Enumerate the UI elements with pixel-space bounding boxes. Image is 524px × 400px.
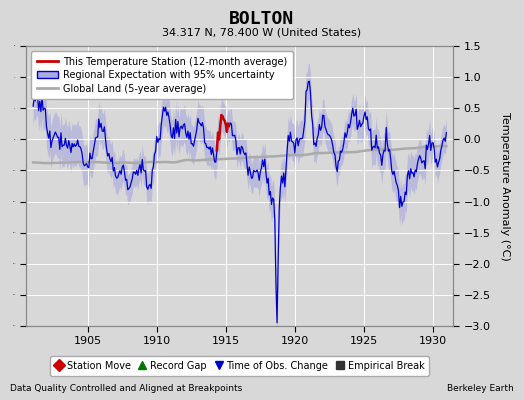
Text: Data Quality Controlled and Aligned at Breakpoints: Data Quality Controlled and Aligned at B…: [10, 384, 243, 393]
Text: Berkeley Earth: Berkeley Earth: [447, 384, 514, 393]
Text: BOLTON: BOLTON: [230, 10, 294, 28]
Legend: Station Move, Record Gap, Time of Obs. Change, Empirical Break: Station Move, Record Gap, Time of Obs. C…: [50, 356, 429, 376]
Y-axis label: Temperature Anomaly (°C): Temperature Anomaly (°C): [500, 112, 510, 260]
Text: 34.317 N, 78.400 W (United States): 34.317 N, 78.400 W (United States): [162, 27, 362, 37]
